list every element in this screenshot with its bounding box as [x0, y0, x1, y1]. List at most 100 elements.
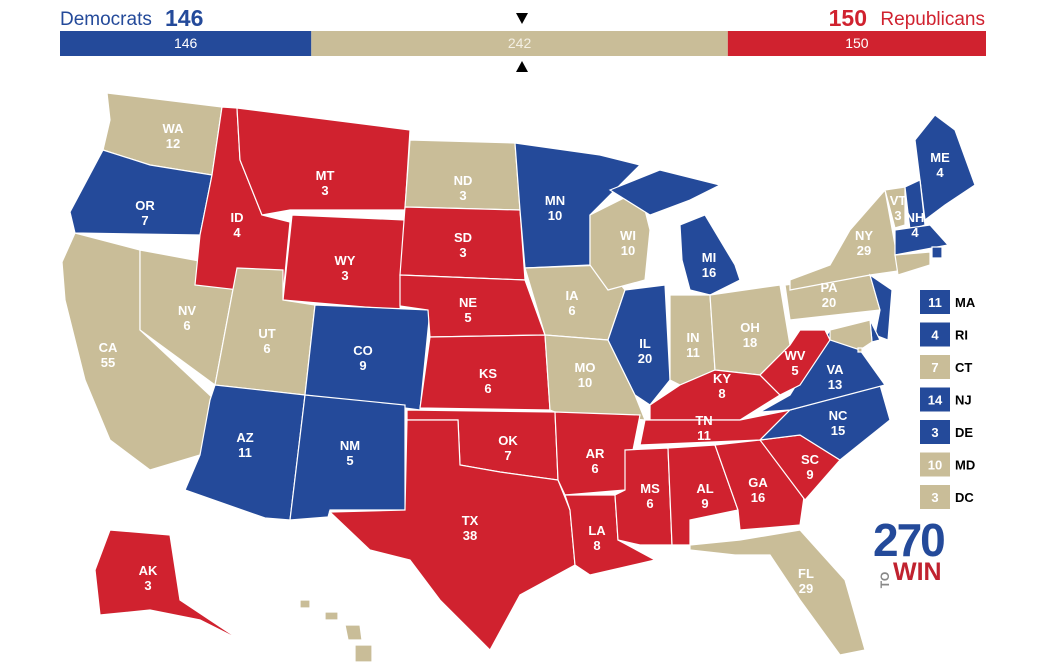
state-abbr: SD	[454, 230, 472, 245]
state-abbr: VT	[890, 193, 907, 208]
state-votes: 3	[459, 188, 466, 203]
state-shape	[857, 347, 863, 353]
legend-abbr: CT	[955, 360, 972, 375]
state-shape	[344, 624, 363, 641]
midpoint-arrow-bottom	[516, 61, 528, 72]
state-votes: 4	[233, 225, 241, 240]
state-votes: 29	[799, 581, 813, 596]
legend-box	[920, 452, 950, 477]
state-votes: 6	[646, 496, 653, 511]
state-votes: 6	[183, 318, 190, 333]
state-votes: 9	[806, 467, 813, 482]
state-shape	[94, 529, 241, 641]
state-abbr: MT	[316, 168, 335, 183]
state-abbr: NH	[906, 210, 925, 225]
bar-segment	[311, 31, 728, 56]
state-shape	[904, 179, 926, 231]
state-votes: 10	[548, 208, 562, 223]
bar-segment	[60, 31, 312, 56]
state-shape	[894, 251, 931, 276]
state-labels: WA12OR7CA55NV6ID4MT3WY3UT6AZ11CO9NM5ND3S…	[99, 121, 950, 663]
state-votes: 9	[701, 496, 708, 511]
logo-win: WIN	[893, 558, 942, 586]
state-abbr: NE	[459, 295, 477, 310]
state-shape	[789, 188, 906, 291]
state-abbr: TX	[462, 513, 479, 528]
rep-label: Republicans	[880, 9, 985, 30]
legend-votes: 3	[931, 425, 938, 440]
state-votes: 6	[484, 381, 491, 396]
state-votes: 11	[238, 445, 252, 460]
state-votes: 4	[318, 648, 326, 663]
state-abbr: WA	[163, 121, 185, 136]
state-abbr: HI	[316, 633, 329, 648]
state-shape	[608, 169, 722, 216]
state-abbr: AR	[586, 446, 605, 461]
state-abbr: IA	[566, 288, 580, 303]
state-abbr: NC	[829, 408, 848, 423]
state-shape	[299, 599, 311, 609]
state-votes: 3	[321, 183, 328, 198]
state-abbr: CO	[353, 343, 373, 358]
state-votes: 20	[822, 295, 836, 310]
legend-abbr: NJ	[955, 393, 972, 408]
midpoint-arrow-top	[516, 13, 528, 24]
state-shape	[289, 394, 406, 521]
state-abbr: WV	[785, 348, 806, 363]
state-votes: 5	[791, 363, 798, 378]
state-abbr: ND	[454, 173, 473, 188]
state-abbr: AK	[139, 563, 158, 578]
state-votes: 5	[346, 453, 353, 468]
state-abbr: OR	[135, 198, 155, 213]
legend-box	[920, 322, 950, 347]
dem-total: 146	[165, 5, 203, 31]
legend-box	[920, 387, 950, 412]
state-votes: 5	[464, 310, 471, 325]
state-votes: 8	[718, 386, 725, 401]
state-abbr: OK	[498, 433, 518, 448]
state-abbr: FL	[798, 566, 814, 581]
state-votes: 10	[621, 243, 635, 258]
state-abbr: NY	[855, 228, 873, 243]
logo-to: TO	[878, 572, 892, 588]
state-votes: 3	[459, 245, 466, 260]
legend-votes: 14	[928, 393, 943, 408]
state-votes: 11	[697, 428, 711, 443]
state-abbr: IN	[687, 330, 700, 345]
states: WA12OR7CA55NV6ID4MT3WY3UT6AZ11CO9NM5ND3S…	[61, 92, 976, 663]
bar-segment	[727, 31, 986, 56]
state-abbr: KS	[479, 366, 497, 381]
state-votes: 29	[857, 243, 871, 258]
state-shape	[554, 411, 641, 496]
state-votes: 8	[593, 538, 600, 553]
state-shape	[679, 214, 741, 296]
legend-abbr: RI	[955, 328, 968, 343]
state-shape	[884, 186, 906, 229]
state-shape	[689, 529, 866, 656]
state-abbr: IL	[639, 336, 651, 351]
state-votes: 7	[504, 448, 511, 463]
state-abbr: PA	[820, 280, 838, 295]
legend-box	[920, 355, 950, 379]
state-votes: 13	[828, 377, 842, 392]
state-votes: 3	[144, 578, 151, 593]
state-abbr: MS	[640, 481, 660, 496]
legend-abbr: MD	[955, 458, 975, 473]
state-abbr: AL	[696, 481, 713, 496]
state-shape	[931, 246, 943, 259]
state-votes: 11	[686, 345, 700, 360]
legend-votes: 11	[928, 295, 942, 310]
state-abbr: GA	[748, 475, 768, 490]
state-votes: 55	[101, 355, 115, 370]
state-votes: 10	[578, 375, 592, 390]
state-shape	[324, 611, 339, 621]
legend-votes: 10	[928, 458, 942, 473]
state-abbr: MO	[575, 360, 596, 375]
state-abbr: WY	[335, 253, 356, 268]
state-abbr: MI	[702, 250, 716, 265]
legend-box	[920, 420, 950, 444]
state-shape	[328, 419, 576, 651]
legend-box	[920, 485, 950, 509]
